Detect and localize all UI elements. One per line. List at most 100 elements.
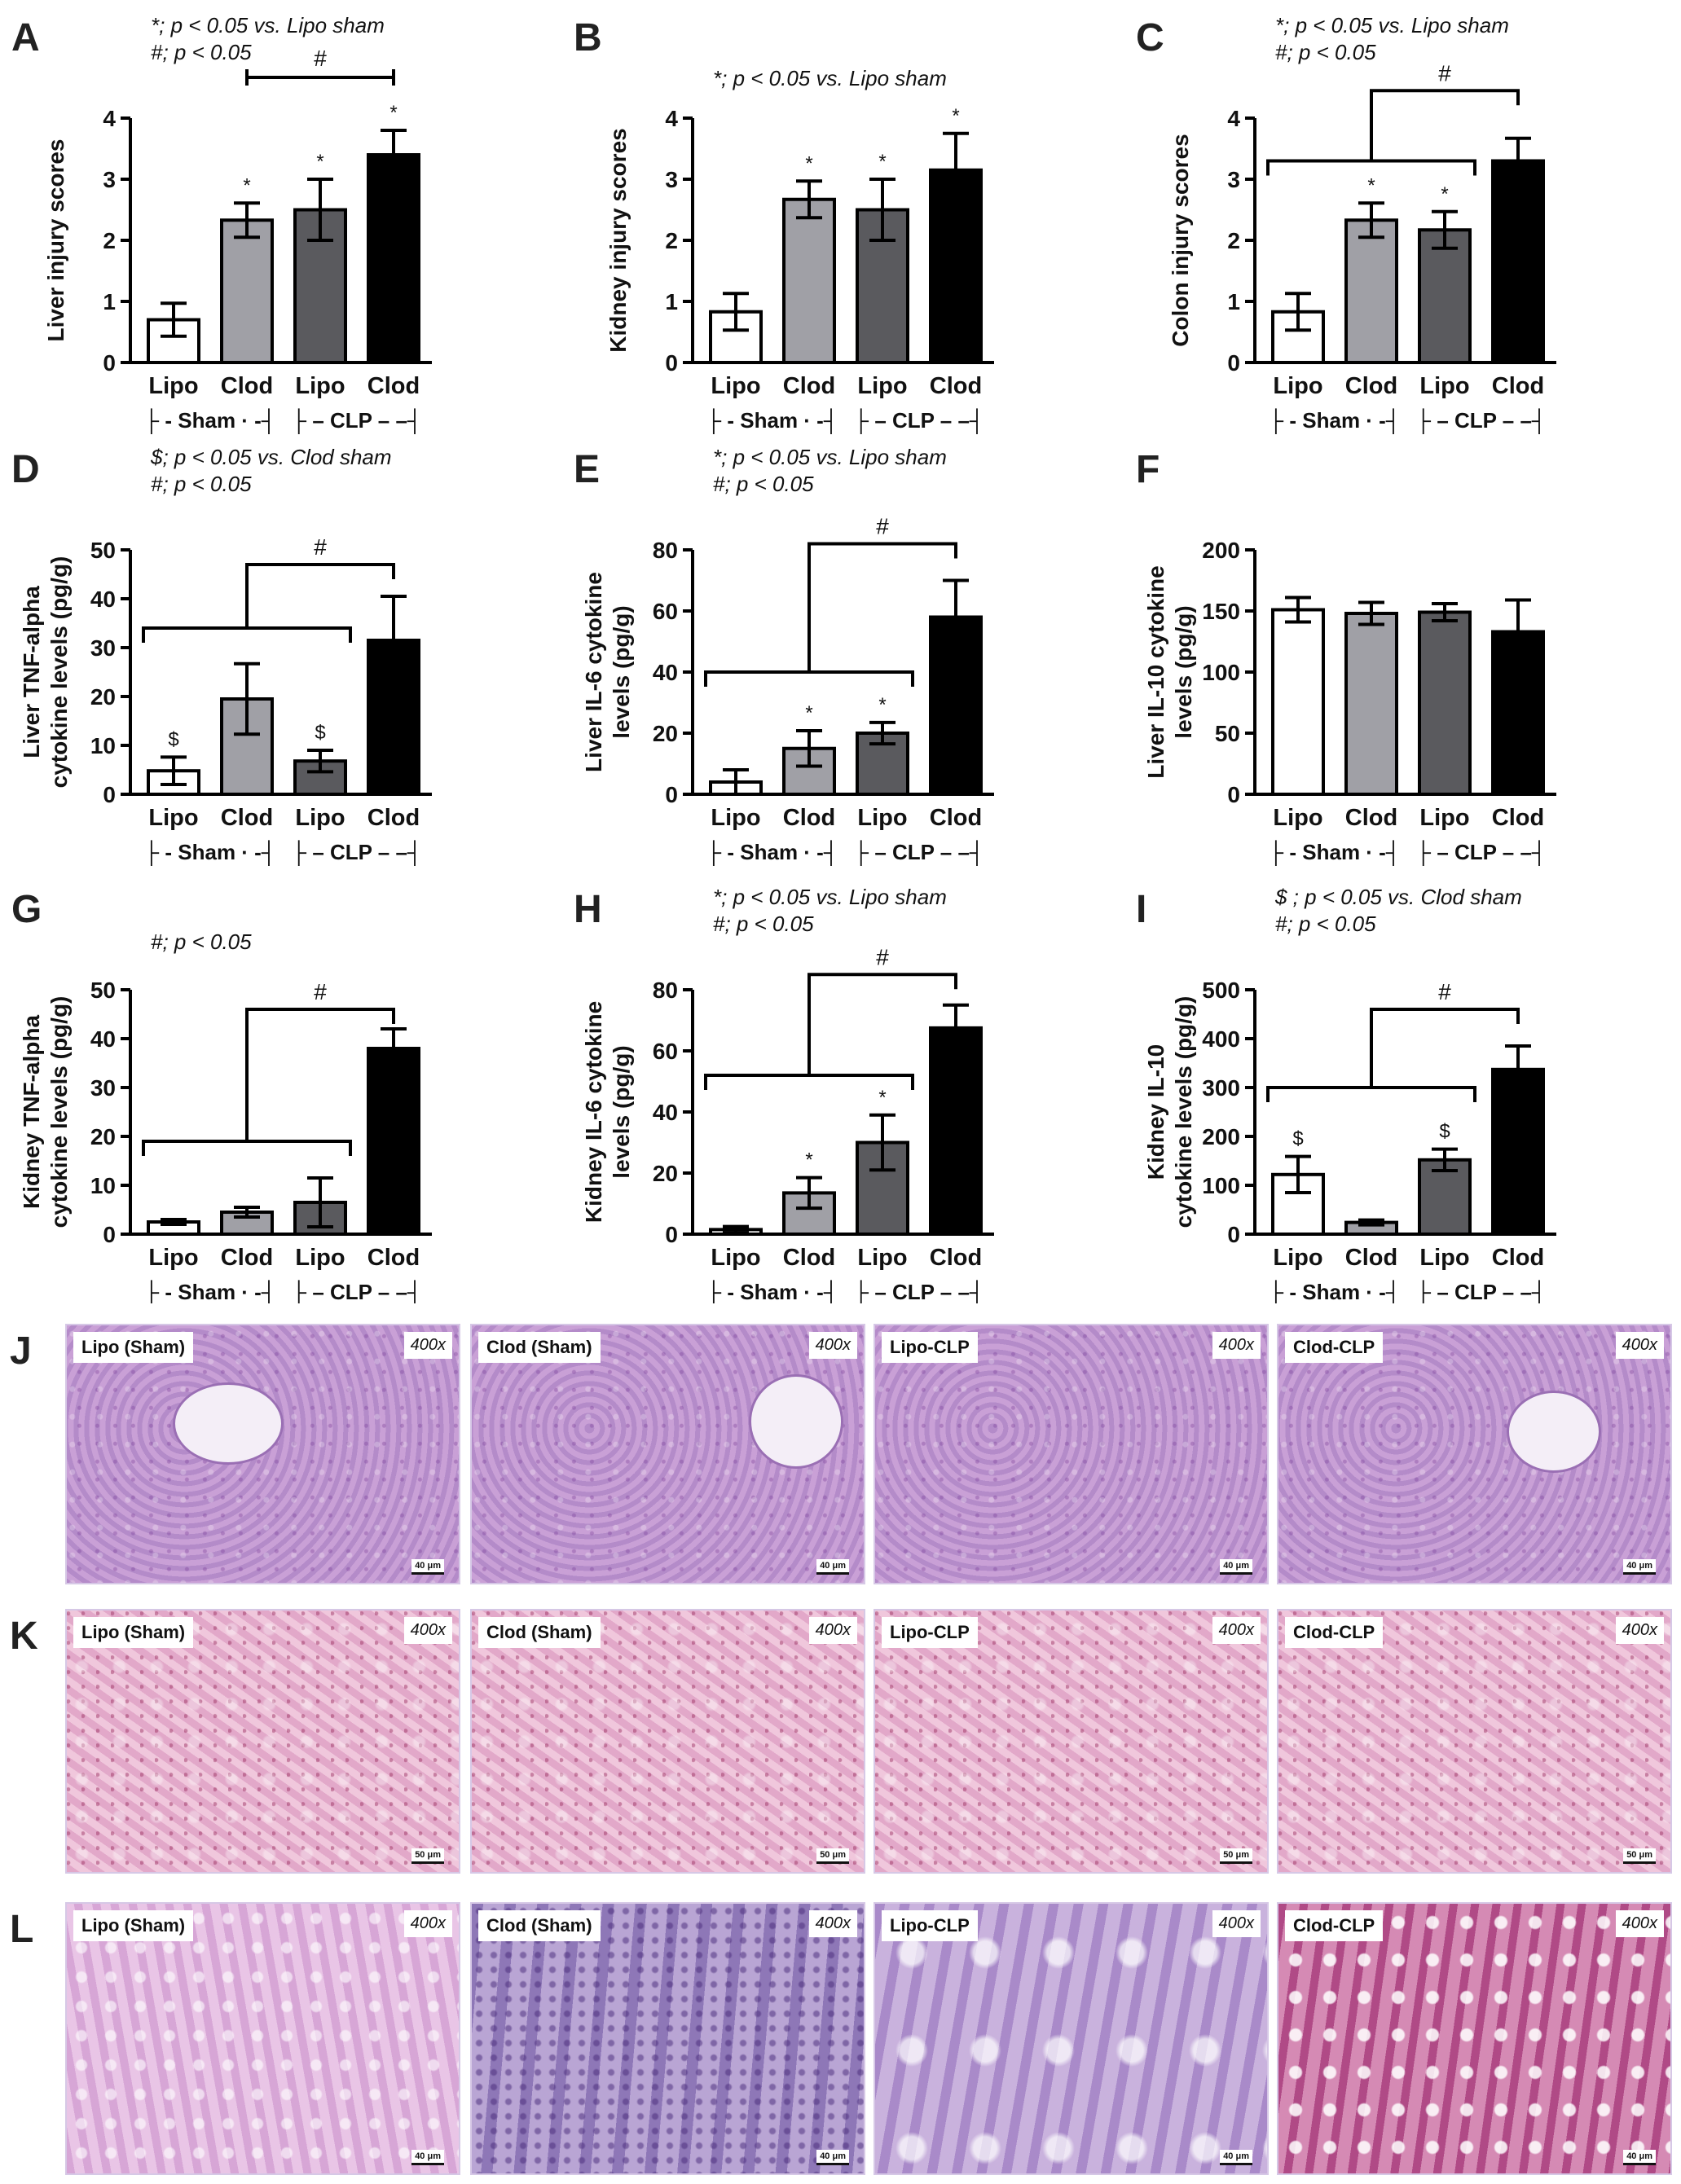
y-tick-label: 50 — [90, 538, 116, 563]
y-tick-label: 20 — [653, 721, 678, 746]
micrograph-image: Clod (Sham) 400x 40 μm — [470, 1902, 865, 2175]
y-axis-label: cytokine levels (pg/g) — [46, 996, 72, 1228]
bracket-group-line — [1266, 159, 1476, 176]
group-label: ├ - Sham · -┤ — [1269, 1280, 1402, 1303]
y-axis-label: Kidney IL-10 — [1143, 1044, 1168, 1180]
magnification-label: 400x — [808, 1332, 857, 1359]
micrograph-label: Lipo (Sham) — [73, 1617, 194, 1648]
y-tick-label: 1 — [103, 289, 116, 314]
bracket-mark: # — [876, 944, 889, 969]
significance-note: #; p < 0.05 — [713, 472, 814, 496]
y-tick-label: 40 — [653, 660, 678, 685]
category-label: Lipo — [148, 805, 198, 831]
category-label: Lipo — [857, 373, 907, 399]
bar — [367, 153, 420, 364]
y-tick-label: 4 — [665, 106, 678, 131]
group-label: ├ – CLP – –┤ — [1416, 840, 1547, 866]
significance-note: *; p < 0.05 vs. Lipo sham — [151, 13, 385, 37]
micrograph-label: Lipo (Sham) — [73, 1332, 194, 1363]
chart-panel-g: G #; p < 0.05 0 10 20 30 40 50 Kidney TNF-alpha c… — [11, 888, 432, 1303]
bar — [1491, 159, 1545, 364]
y-axis-label: cytokine levels (pg/g) — [1171, 996, 1196, 1228]
panel-letter: K — [10, 1615, 38, 1658]
y-tick-label: 300 — [1202, 1075, 1240, 1101]
micrograph-image: Clod (Sham) 400x 40 μm — [470, 1324, 865, 1584]
significance-note: #; p < 0.05 — [151, 929, 252, 954]
panel-letter: F — [1136, 448, 1160, 491]
significance-note: #; p < 0.05 — [1275, 40, 1376, 64]
significance-mark: * — [878, 694, 886, 716]
y-tick-label: 2 — [1227, 228, 1240, 253]
y-tick-label: 10 — [90, 733, 116, 758]
micrograph-label: Lipo (Sham) — [73, 1910, 194, 1941]
y-axis-label: Liver injury scores — [43, 138, 68, 341]
bracket-group-line — [704, 670, 914, 687]
bar — [220, 218, 274, 364]
category-label: Lipo — [711, 805, 760, 831]
category-label: Clod — [221, 1245, 273, 1271]
bracket-link-line — [245, 1008, 395, 1141]
panel-letter: J — [10, 1329, 32, 1373]
bar — [1418, 610, 1472, 796]
category-label: Clod — [1492, 373, 1544, 399]
category-label: Clod — [367, 373, 420, 399]
significance-note: #; p < 0.05 — [151, 472, 252, 496]
chart-panel-b: B *; p < 0.05 vs. Lipo sham 0 1 2 3 4 Kidney in… — [574, 16, 994, 434]
vessel-lumen — [1507, 1391, 1601, 1473]
micrograph-image: Lipo-CLP 400x 40 μm — [874, 1324, 1269, 1584]
y-tick-label: 4 — [1227, 106, 1240, 131]
bracket-mark: # — [314, 534, 327, 560]
y-tick-label: 500 — [1202, 978, 1240, 1003]
micrograph-image: Lipo (Sham) 400x 40 μm — [65, 1902, 460, 2175]
panel-letter: C — [1136, 16, 1164, 59]
bar — [1344, 218, 1398, 364]
group-label: ├ - Sham · -┤ — [706, 1280, 839, 1303]
y-tick-label: 0 — [1227, 350, 1240, 376]
y-axis-label: cytokine levels (pg/g) — [46, 556, 72, 789]
y-tick-label: 0 — [665, 1222, 678, 1247]
magnification-label: 400x — [808, 1617, 857, 1644]
magnification-label: 400x — [403, 1910, 452, 1937]
y-tick-label: 20 — [90, 684, 116, 710]
micrograph-image: Clod-CLP 400x 40 μm — [1277, 1324, 1672, 1584]
significance-mark: * — [805, 1149, 812, 1171]
significance-note: *; p < 0.05 vs. Lipo sham — [713, 885, 947, 909]
y-axis-label: Kidney injury scores — [605, 128, 631, 352]
micrograph-label: Clod (Sham) — [478, 1910, 601, 1941]
y-axis-label: Liver TNF-alpha — [19, 586, 44, 758]
significance-mark: $ — [1292, 1128, 1303, 1150]
y-tick-label: 40 — [653, 1100, 678, 1125]
group-label: ├ – CLP – –┤ — [292, 840, 423, 866]
significance-mark: * — [1367, 174, 1375, 196]
category-label: Lipo — [711, 1245, 760, 1271]
chart-panel-i: I $ ; p < 0.05 vs. Clod sham #; p < 0.05 0 1… — [1136, 885, 1556, 1303]
category-label: Clod — [1345, 373, 1397, 399]
category-label: Clod — [930, 805, 982, 831]
bracket-mark: # — [876, 514, 889, 539]
bracket-group-line — [1266, 1086, 1476, 1102]
y-tick-label: 0 — [665, 350, 678, 376]
bracket-group-line — [142, 1140, 352, 1156]
bar — [1271, 608, 1325, 796]
y-tick-label: 4 — [103, 106, 116, 131]
bracket-link-line — [1370, 1008, 1520, 1088]
category-label: Lipo — [1273, 805, 1322, 831]
scale-bar: 40 μm — [1623, 1559, 1656, 1575]
category-label: Clod — [930, 1245, 982, 1271]
category-label: Clod — [783, 805, 835, 831]
group-label: ├ - Sham · -┤ — [706, 840, 839, 866]
category-label: Clod — [1345, 1245, 1397, 1271]
y-tick-label: 50 — [1215, 721, 1240, 746]
y-tick-label: 100 — [1202, 660, 1240, 685]
micrograph-image: Lipo (Sham) 400x 40 μm — [65, 1324, 460, 1584]
y-tick-label: 20 — [653, 1161, 678, 1186]
y-tick-label: 30 — [90, 635, 116, 661]
magnification-label: 400x — [1212, 1910, 1261, 1937]
y-tick-label: 0 — [665, 782, 678, 807]
y-axis-label: Liver IL-10 cytokine — [1143, 565, 1168, 778]
chart-panel-h: H *; p < 0.05 vs. Lipo sham #; p < 0.05 0 20… — [574, 885, 994, 1303]
category-label: Clod — [367, 1245, 420, 1271]
bar — [367, 1047, 420, 1236]
significance-mark: * — [805, 152, 812, 174]
vessel-lumen — [173, 1382, 284, 1465]
